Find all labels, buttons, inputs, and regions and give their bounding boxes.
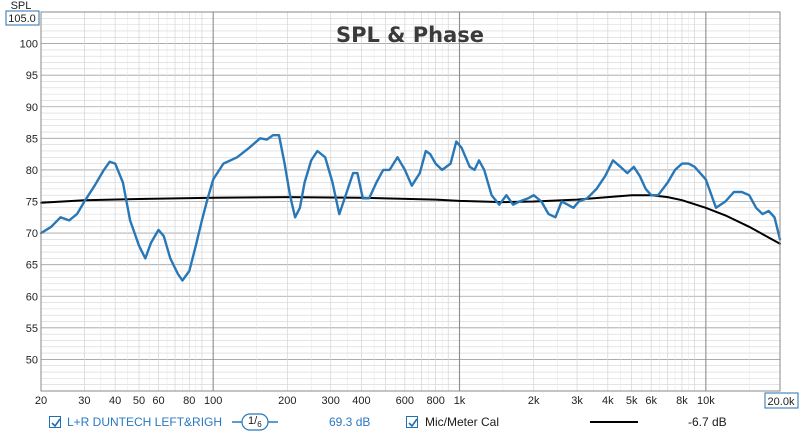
- x-axis: 20 30 40 50 60 80 100 200 300 400 600 800 1k 2k 3k 4k 5k…: [35, 395, 715, 407]
- plot-border: [40, 11, 781, 392]
- x-tick-label: 50: [133, 395, 145, 407]
- x-tick-label: 3k: [571, 395, 583, 407]
- y-top-value-box[interactable]: 105.0: [5, 10, 40, 26]
- x-tick-label: 400: [352, 395, 370, 407]
- x-tick-label: 600: [396, 395, 414, 407]
- x-tick-label: 80: [183, 395, 195, 407]
- y-tick-label: 100: [20, 39, 38, 51]
- x-tick-label: 40: [109, 395, 121, 407]
- y-tick-label: 65: [26, 260, 38, 272]
- y-tick-label: 70: [26, 228, 38, 240]
- chart-title: SPL & Phase: [336, 23, 484, 47]
- grid: [41, 12, 780, 391]
- x-end-value: 20.0k: [768, 396, 795, 408]
- y-tick-label: 75: [26, 197, 38, 209]
- y-tick-label: 60: [26, 291, 38, 303]
- smoothing-denominator: 6: [257, 420, 262, 430]
- x-tick-label: 100: [204, 395, 222, 407]
- series2-line-swatch: [590, 412, 638, 435]
- x-tick-label: 8k: [676, 395, 688, 407]
- y-top-value: 105.0: [8, 13, 36, 25]
- x-tick-label: 10k: [697, 395, 715, 407]
- y-tick-label: 50: [26, 354, 38, 366]
- smoothing-numerator: 1: [248, 415, 255, 427]
- y-axis-title: SPL: [11, 0, 32, 12]
- x-tick-label: 200: [278, 395, 296, 407]
- x-tick-label: 30: [78, 395, 90, 407]
- y-tick-label: 85: [26, 133, 38, 145]
- series2-value: -6.7 dB: [688, 415, 727, 429]
- legend-bar: L+R DUNTECH LEFT&RIGH 1/6 69.3 dB Mic/Me…: [0, 412, 800, 434]
- checkmark-icon: [408, 418, 418, 428]
- x-tick-label: 2k: [528, 395, 540, 407]
- series-line-cal: [40, 194, 781, 245]
- x-tick-label: 300: [322, 395, 340, 407]
- x-tick-label: 800: [426, 395, 444, 407]
- x-end-value-box[interactable]: 20.0k: [764, 392, 799, 409]
- checkmark-icon: [51, 418, 61, 428]
- x-tick-label: 20: [35, 395, 47, 407]
- x-tick-label: 1k: [454, 395, 466, 407]
- x-tick-label: 5k: [626, 395, 638, 407]
- smoothing-icon: [232, 413, 278, 431]
- y-tick-label: 95: [26, 70, 38, 82]
- smoothing-control[interactable]: 1/6: [232, 412, 278, 435]
- series2-label[interactable]: Mic/Meter Cal: [425, 415, 500, 429]
- series1-checkbox[interactable]: [49, 416, 61, 428]
- y-tick-label: 80: [26, 165, 38, 177]
- x-tick-label: 6k: [645, 395, 657, 407]
- series1-label[interactable]: L+R DUNTECH LEFT&RIGH: [67, 415, 223, 429]
- y-tick-label: 55: [26, 323, 38, 335]
- x-tick-label: 4k: [602, 395, 614, 407]
- series-line-spl: [39, 134, 782, 282]
- series-group: [39, 134, 782, 282]
- series1-value: 69.3 dB: [329, 415, 371, 429]
- series2-checkbox[interactable]: [406, 416, 418, 428]
- x-tick-label: 60: [152, 395, 164, 407]
- y-tick-label: 90: [26, 102, 38, 114]
- y-axis: 100 95 90 85 80 75 70 65 60 55 50: [20, 39, 38, 367]
